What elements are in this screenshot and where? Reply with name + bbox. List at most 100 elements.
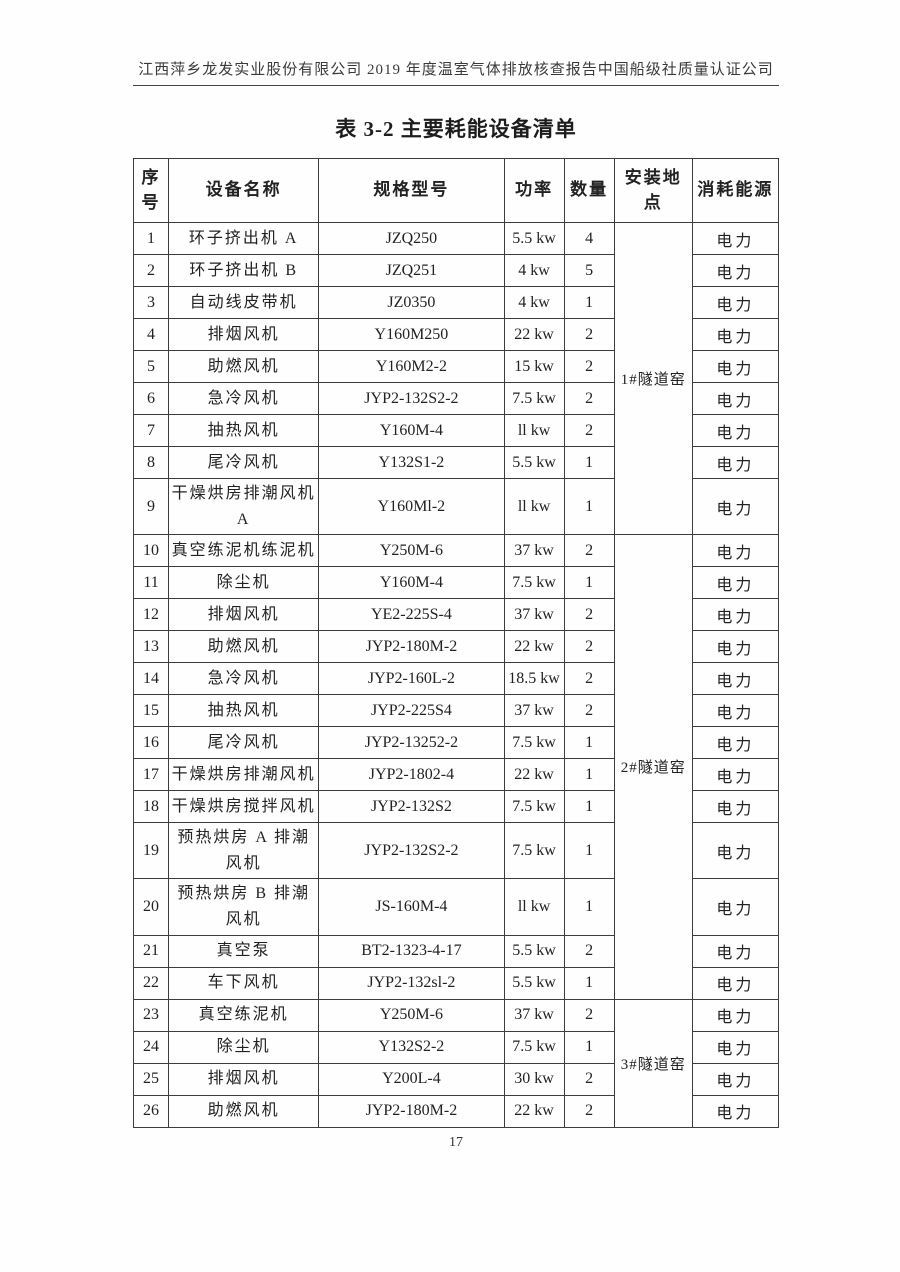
- cell-no: 14: [132, 662, 170, 696]
- cell-name: 车下风机: [168, 966, 320, 1000]
- cell-qty: 1: [563, 726, 615, 760]
- cell-spec: JYP2-132S2-2: [318, 382, 505, 415]
- cell-qty: 2: [563, 662, 615, 696]
- table-row: 26 助燃风机 JYP2-180M-2 22 kw 2 电力: [132, 1094, 780, 1128]
- cell-qty: 1: [563, 822, 615, 880]
- cell-spec: JYP2-132sl-2: [318, 966, 505, 1000]
- table-row: 18 干燥烘房搅拌风机 JYP2-132S2 7.5 kw 1 电力: [132, 790, 780, 824]
- cell-no: 15: [132, 694, 170, 728]
- cell-no: 8: [132, 446, 170, 479]
- cell-power: 5.5 kw: [503, 966, 565, 1000]
- cell-energy: 电力: [691, 1094, 780, 1128]
- table-row: 25 排烟风机 Y200L-4 30 kw 2 电力: [132, 1062, 780, 1096]
- cell-spec: Y250M-6: [318, 534, 505, 568]
- cell-power: 22 kw: [503, 758, 565, 792]
- cell-energy: 电力: [691, 790, 780, 824]
- cell-spec: JS-160M-4: [318, 878, 505, 936]
- cell-name: 预热烘房 A 排潮风机: [168, 822, 320, 880]
- cell-spec: JYP2-225S4: [318, 694, 505, 728]
- cell-qty: 1: [563, 790, 615, 824]
- table-row: 14 急冷风机 JYP2-160L-2 18.5 kw 2 电力: [132, 662, 780, 696]
- table-title: 表 3-2 主要耗能设备清单: [335, 117, 577, 141]
- cell-power: 7.5 kw: [503, 1030, 565, 1064]
- cell-energy: 电力: [691, 446, 780, 479]
- cell-qty: 2: [563, 350, 615, 383]
- cell-power: 7.5 kw: [503, 382, 565, 415]
- cell-name: 抽热风机: [168, 414, 320, 447]
- cell-qty: 2: [563, 414, 615, 447]
- cell-no: 1: [132, 222, 170, 255]
- column-header-spec: 规格型号: [318, 158, 505, 223]
- cell-spec: JYP2-180M-2: [318, 630, 505, 664]
- cell-power: 7.5 kw: [503, 566, 565, 600]
- cell-qty: 2: [563, 1094, 615, 1128]
- cell-location: 3#隧道窑: [613, 998, 693, 1128]
- column-header-qty: 数量: [563, 158, 615, 223]
- cell-qty: 1: [563, 758, 615, 792]
- table-row: 8 尾冷风机 Y132S1-2 5.5 kw 1 电力: [132, 446, 780, 479]
- table-row: 23 真空练泥机 Y250M-6 37 kw 2 3#隧道窑 电力: [132, 998, 780, 1128]
- cell-energy: 电力: [691, 822, 780, 880]
- cell-energy: 电力: [691, 726, 780, 760]
- cell-qty: 2: [563, 1062, 615, 1096]
- cell-qty: 2: [563, 318, 615, 351]
- cell-spec: JYP2-13252-2: [318, 726, 505, 760]
- cell-energy: 电力: [691, 934, 780, 968]
- cell-energy: 电力: [691, 1062, 780, 1096]
- table-row: 7 抽热风机 Y160M-4 ll kw 2 电力: [132, 414, 780, 447]
- cell-name: 排烟风机: [168, 318, 320, 351]
- cell-spec: Y160M-4: [318, 414, 505, 447]
- cell-power: 37 kw: [503, 534, 565, 568]
- cell-name: 助燃风机: [168, 350, 320, 383]
- cell-name: 助燃风机: [168, 1094, 320, 1128]
- cell-power: 37 kw: [503, 598, 565, 632]
- cell-spec: Y132S1-2: [318, 446, 505, 479]
- cell-no: 25: [132, 1062, 170, 1096]
- cell-no: 22: [132, 966, 170, 1000]
- cell-no: 7: [132, 414, 170, 447]
- cell-no: 26: [132, 1094, 170, 1128]
- cell-no: 21: [132, 934, 170, 968]
- cell-no: 6: [132, 382, 170, 415]
- cell-spec: Y160M2-2: [318, 350, 505, 383]
- cell-name: 真空练泥机练泥机: [168, 534, 320, 568]
- cell-power: 37 kw: [503, 998, 565, 1032]
- column-header-location: 安装地点: [613, 158, 693, 223]
- cell-no: 4: [132, 318, 170, 351]
- cell-power: ll kw: [503, 414, 565, 447]
- cell-energy: 电力: [691, 414, 780, 447]
- cell-energy: 电力: [691, 286, 780, 319]
- cell-name: 尾冷风机: [168, 726, 320, 760]
- cell-spec: Y250M-6: [318, 998, 505, 1032]
- cell-name: 抽热风机: [168, 694, 320, 728]
- cell-name: 干燥烘房搅拌风机: [168, 790, 320, 824]
- cell-energy: 电力: [691, 318, 780, 351]
- cell-power: ll kw: [503, 477, 565, 536]
- cell-spec: YE2-225S-4: [318, 598, 505, 632]
- cell-energy: 电力: [691, 222, 780, 255]
- cell-qty: 2: [563, 630, 615, 664]
- cell-qty: 1: [563, 966, 615, 1000]
- cell-energy: 电力: [691, 966, 780, 1000]
- table-row: 6 急冷风机 JYP2-132S2-2 7.5 kw 2 电力: [132, 382, 780, 415]
- cell-spec: JZQ250: [318, 222, 505, 255]
- cell-no: 17: [132, 758, 170, 792]
- cell-power: 4 kw: [503, 254, 565, 287]
- table-row: 17 干燥烘房排潮风机 JYP2-1802-4 22 kw 1 电力: [132, 758, 780, 792]
- cell-spec: JYP2-132S2-2: [318, 822, 505, 880]
- cell-energy: 电力: [691, 662, 780, 696]
- cell-spec: JZ0350: [318, 286, 505, 319]
- cell-no: 20: [132, 878, 170, 936]
- cell-energy: 电力: [691, 1030, 780, 1064]
- cell-power: 7.5 kw: [503, 726, 565, 760]
- cell-name: 除尘机: [168, 566, 320, 600]
- cell-no: 19: [132, 822, 170, 880]
- cell-power: 4 kw: [503, 286, 565, 319]
- cell-energy: 电力: [691, 566, 780, 600]
- cell-qty: 1: [563, 1030, 615, 1064]
- table-row: 2 环子挤出机 B JZQ251 4 kw 5 电力: [132, 254, 780, 287]
- cell-no: 11: [132, 566, 170, 600]
- cell-no: 5: [132, 350, 170, 383]
- cell-spec: Y200L-4: [318, 1062, 505, 1096]
